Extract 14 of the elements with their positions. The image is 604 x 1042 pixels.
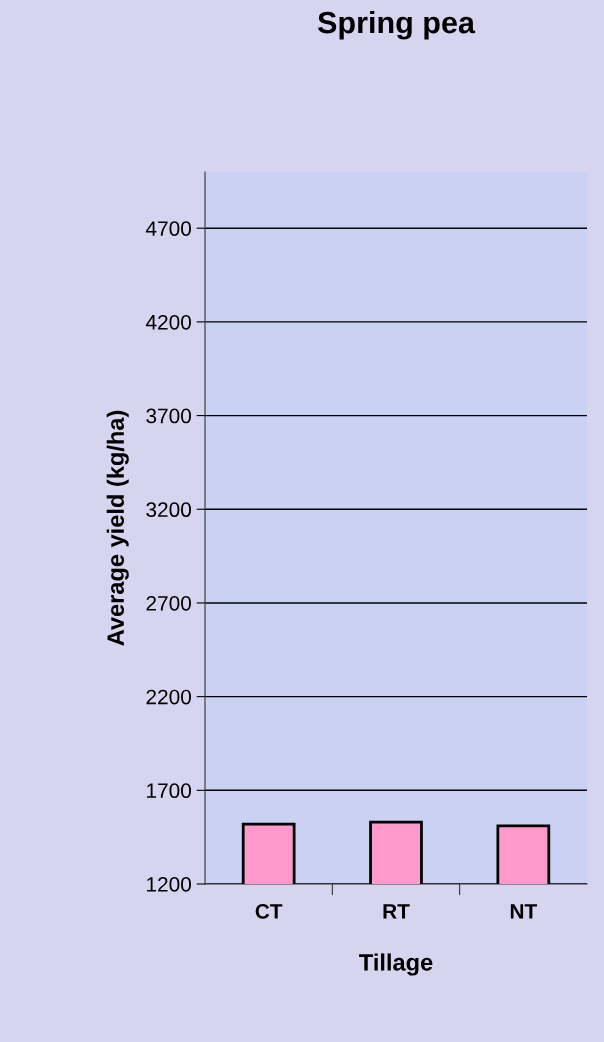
x-tick-label: RT xyxy=(383,904,410,919)
x-tick-label: NT xyxy=(510,904,537,919)
y-tick-label: 3200 xyxy=(146,502,191,518)
chart-title: Spring pea xyxy=(317,10,476,40)
x-tick-label: CT xyxy=(255,903,283,919)
y-tick-label: 1700 xyxy=(147,783,191,799)
y-tick-label: 4200 xyxy=(145,314,191,330)
y-tick-label: 2200 xyxy=(146,689,191,705)
y-tick-label: 1200 xyxy=(147,877,191,892)
y-axis-title: Average yield (kg/ha) xyxy=(106,410,129,646)
y-tick-label: 3700 xyxy=(146,408,191,424)
y-tick-label: 4700 xyxy=(145,221,191,236)
y-tick-label: 2700 xyxy=(146,595,191,611)
x-axis-title: Tillage xyxy=(359,953,433,976)
